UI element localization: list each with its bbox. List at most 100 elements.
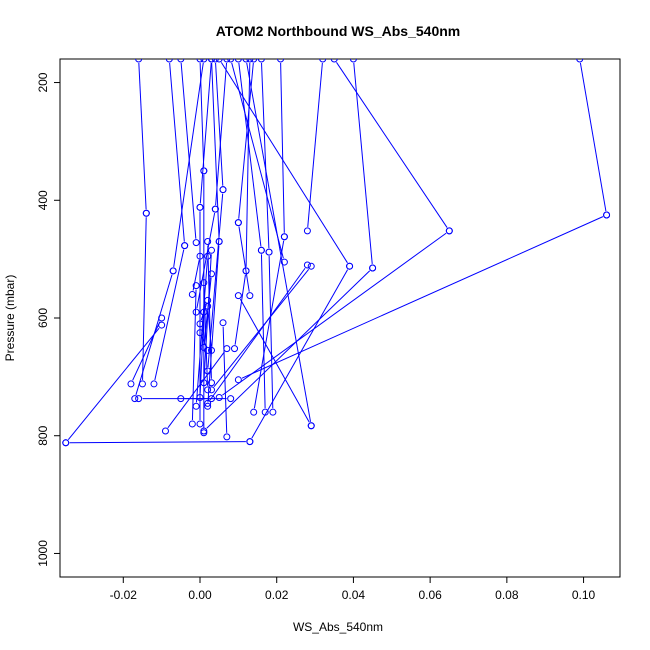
data-point [223,433,231,441]
x-tick-label: 0.08 [495,588,519,602]
data-point [200,429,208,437]
data-point [215,237,223,245]
data-point [250,59,258,63]
data-point [242,59,250,63]
data-point [246,59,254,63]
y-tick-label: 200 [36,72,50,92]
y-tick-label: 400 [36,190,50,210]
series-line-53 [207,310,212,347]
series-line-38 [239,298,310,423]
data-point [165,59,173,63]
series-line-19 [215,62,228,206]
data-point [234,219,242,227]
x-tick-label: 0.04 [342,588,366,602]
series-line-14 [138,62,147,210]
x-axis: -0.02 0.00 0.02 0.04 0.06 0.08 0.10 [110,577,596,602]
data-point [319,59,327,63]
data-point [208,379,216,387]
data-point [265,248,273,256]
data-point [188,290,196,298]
series-line-7 [231,62,284,259]
data-point [223,59,231,63]
data-point [208,270,216,278]
data-point [142,209,150,217]
data-point [131,395,139,403]
data-point [303,261,311,269]
data-point [246,292,254,300]
series-points [62,59,611,447]
data-point [204,386,212,394]
series-lines [67,62,607,444]
data-point [204,302,212,310]
data-point [150,380,158,388]
data-point [196,203,204,211]
data-point [215,59,223,63]
data-point [158,314,166,322]
data-point [204,237,212,245]
data-point [62,439,70,447]
series-line-26 [209,267,306,401]
data-point [242,267,250,275]
x-tick-label: 0.06 [418,588,442,602]
series-line-9 [261,62,270,249]
data-point [280,258,288,266]
data-point [250,408,258,416]
data-point [307,262,315,270]
data-point [330,59,338,63]
data-point [192,239,200,247]
data-point [135,395,143,403]
data-point [200,279,208,287]
data-point [181,242,189,250]
data-point [204,367,212,375]
data-point [196,252,204,260]
data-point [603,211,611,219]
data-point [269,408,277,416]
data-point [211,59,219,63]
data-point [257,59,265,63]
data-point [196,59,204,63]
series-line-51 [200,303,207,321]
series-line-50 [196,212,216,309]
data-point [192,402,200,410]
data-point [280,233,288,241]
data-point [196,320,204,328]
data-point [234,59,242,63]
series-line-11 [245,62,251,267]
series-line-1 [336,62,448,228]
data-point [211,205,219,213]
data-point [177,59,185,63]
data-point [208,246,216,254]
chart-title: ATOM2 Northbound WS_Abs_540nm [216,23,461,39]
data-point [277,59,285,63]
series-line-17 [199,62,205,167]
data-point [204,346,212,354]
data-point [158,321,166,329]
data-point [192,308,200,316]
data-point [234,292,242,300]
data-point [219,186,227,194]
y-tick-label: 1000 [36,540,50,567]
series-line-8 [238,62,262,247]
data-point [246,438,254,446]
series-line-36 [260,254,266,409]
data-point [349,59,357,63]
data-point [307,422,315,430]
series-line-22 [222,232,447,396]
data-point [204,399,212,407]
series-line-29 [132,321,161,381]
series-line-33 [154,249,185,381]
series-line-54 [203,254,212,379]
series-line-46 [195,260,208,403]
data-point [445,227,453,235]
data-point [200,59,208,63]
x-tick-label: -0.02 [110,588,138,602]
data-point [234,376,242,384]
data-point [261,408,269,416]
data-point [227,395,235,403]
series-line-0 [579,62,607,212]
x-tick-label: 0.02 [265,588,289,602]
series-line-30 [135,274,173,395]
series-line-47 [207,245,212,379]
series-line-39 [238,226,250,292]
data-point [135,59,143,63]
